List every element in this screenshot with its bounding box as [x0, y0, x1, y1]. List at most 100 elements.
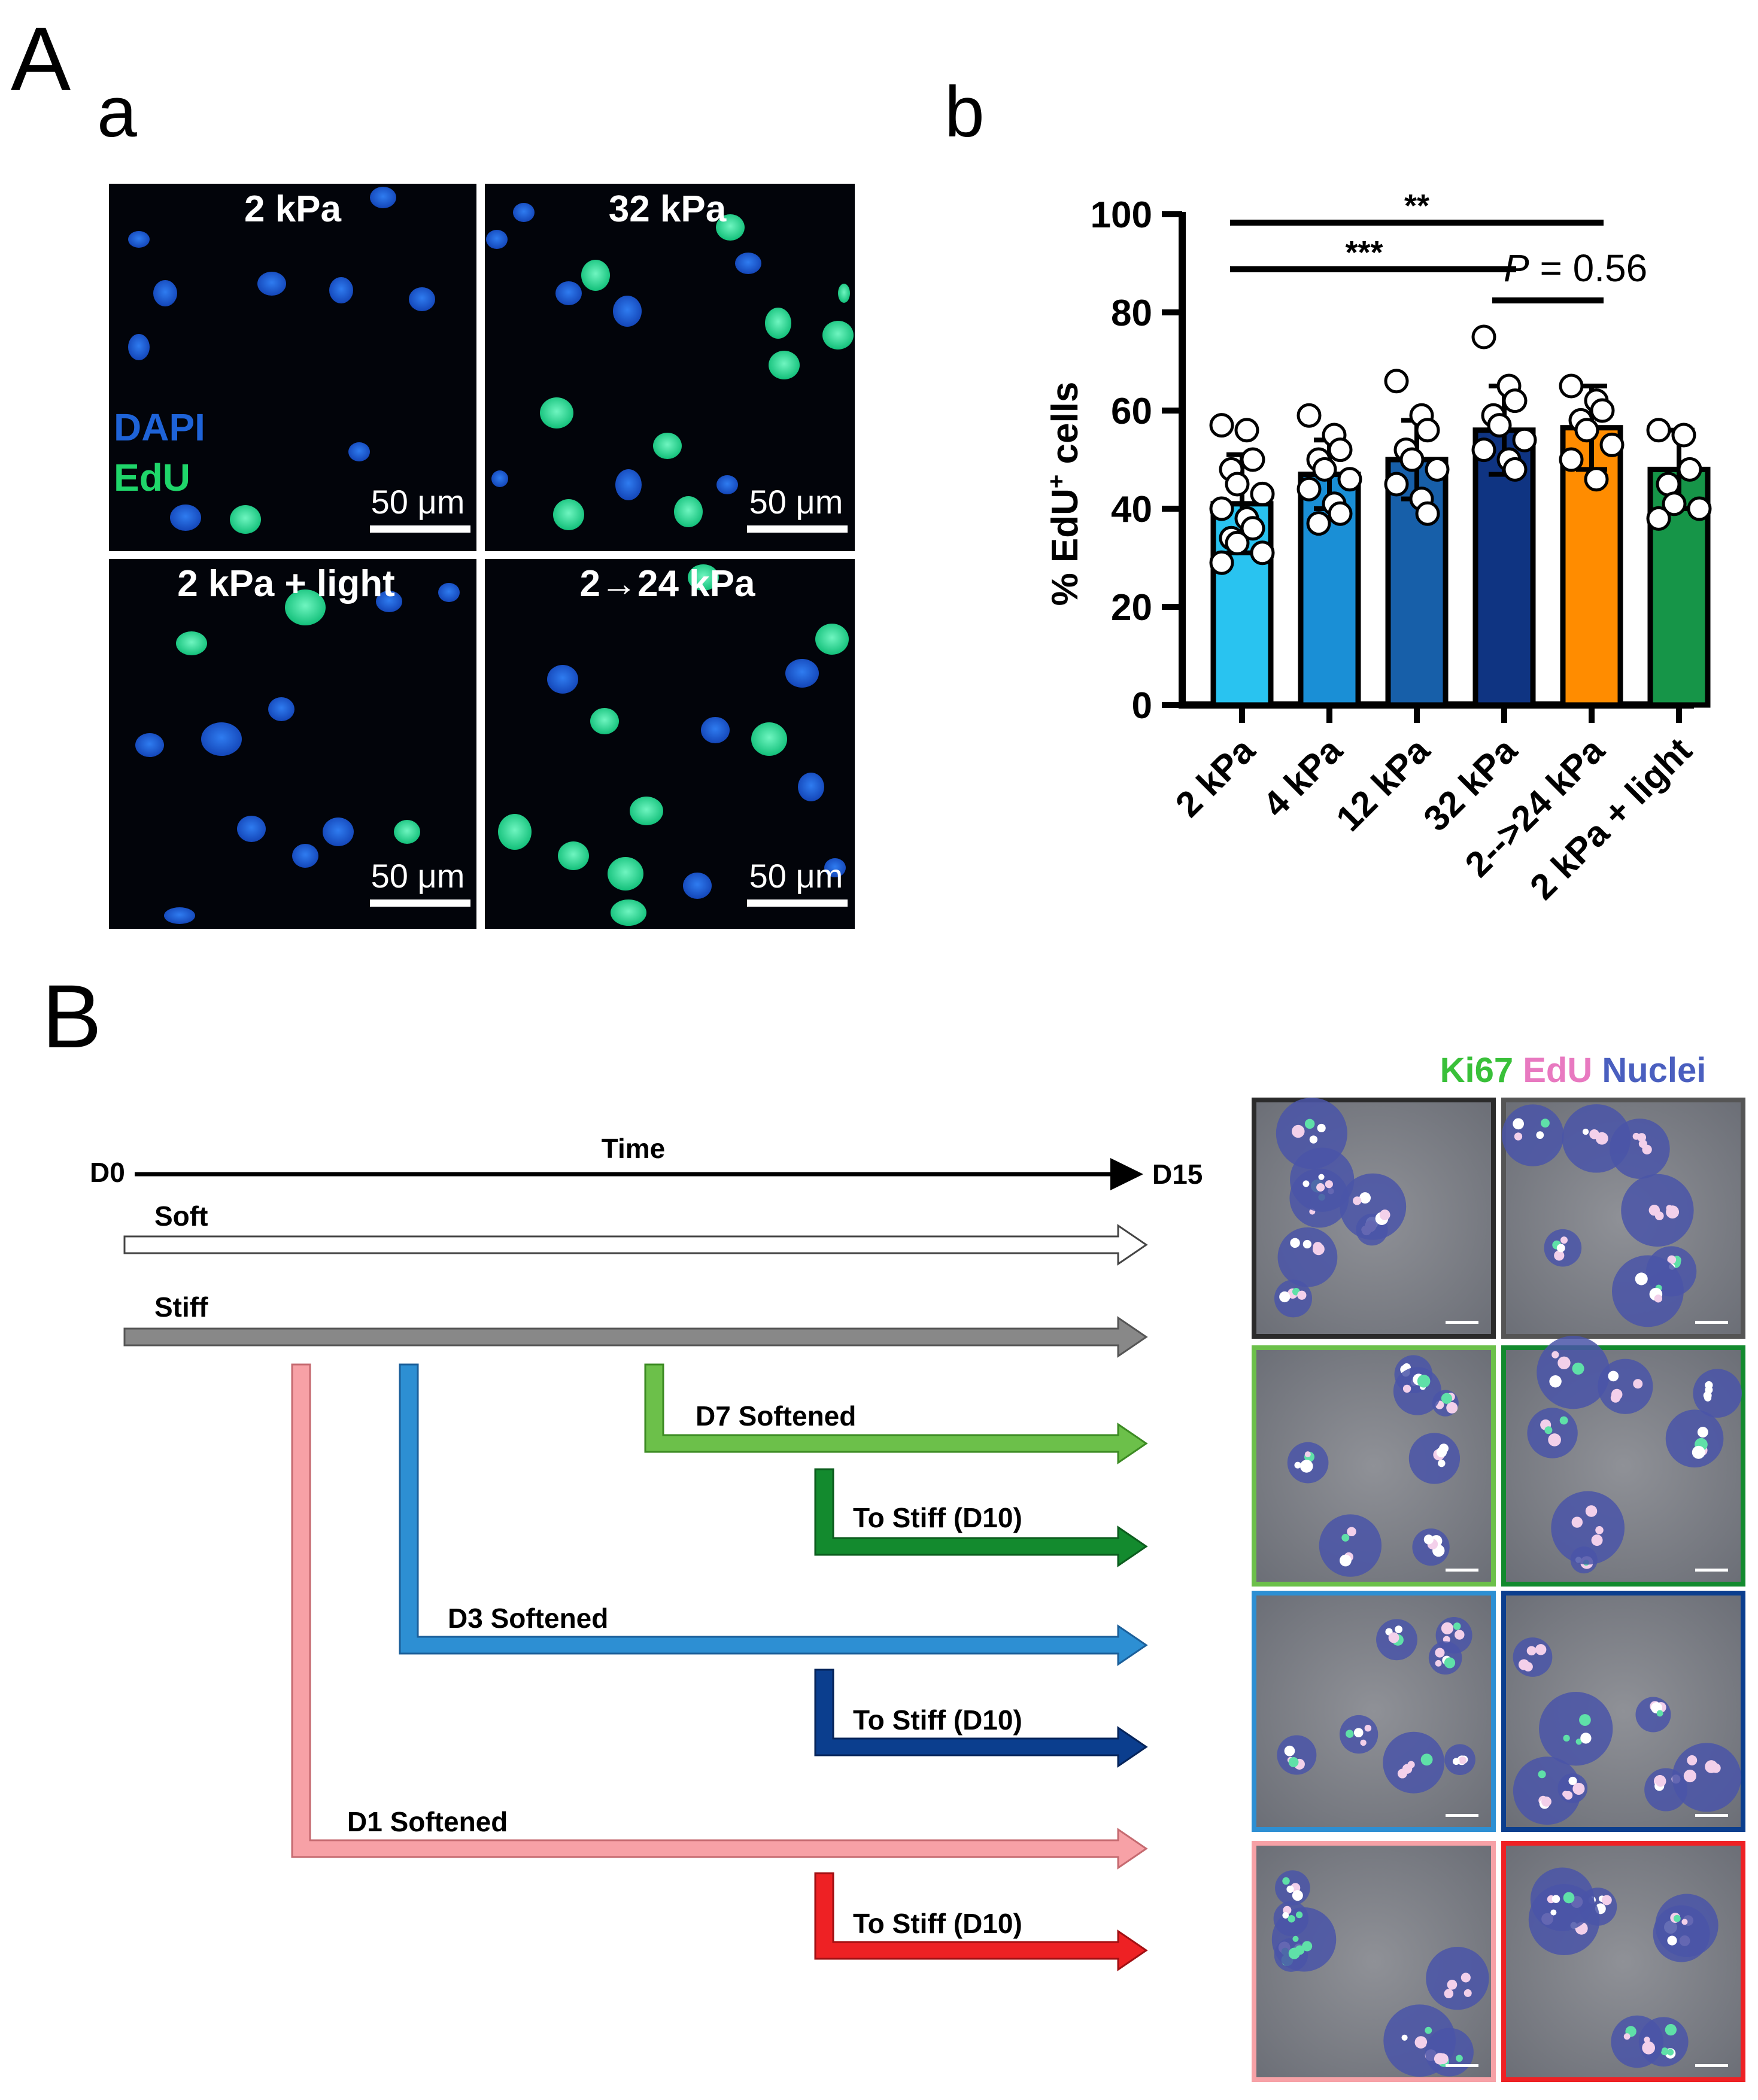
micrograph-title: 2 kPa + light: [177, 563, 395, 604]
edu-nucleus: [815, 624, 849, 655]
panel-label-a: a: [97, 72, 137, 152]
data-point: [1225, 530, 1250, 555]
arrow-label: To Stiff (D10): [853, 1704, 1022, 1736]
scale-bar: [747, 525, 848, 533]
spheroid-micrograph: [1501, 1841, 1745, 2082]
dapi-nucleus: [257, 272, 286, 296]
dapi-nucleus: [376, 591, 402, 612]
scale-bar: [370, 899, 470, 907]
data-point: [1584, 467, 1609, 492]
edu-nucleus: [498, 814, 532, 850]
x-tick-label: 12 kPa: [1328, 730, 1437, 838]
scale-bar-label: 50 μm: [749, 483, 843, 521]
edu-nucleus: [838, 284, 850, 303]
dapi-nucleus: [785, 659, 819, 688]
data-point: [1209, 496, 1234, 521]
legend-edu: EdU: [114, 456, 190, 499]
edu-nucleus: [716, 214, 745, 241]
data-point: [1234, 418, 1259, 443]
data-point: [1471, 437, 1496, 463]
time-axis-arrowhead: [1110, 1158, 1143, 1190]
micrograph-title: 2→24 kPa: [580, 563, 756, 604]
spheroid-micrograph: [1252, 1591, 1496, 1832]
data-point: [1240, 516, 1265, 541]
micrograph-title: 32 kPa: [609, 189, 727, 230]
arrow-label: Stiff: [154, 1291, 208, 1323]
dapi-nucleus: [486, 230, 508, 249]
arrow-d7-to-stiff: To Stiff (D10): [814, 1468, 1148, 1567]
dapi-nucleus: [513, 203, 535, 222]
dapi-nucleus: [701, 717, 730, 743]
timeline: D0 D15 Time Soft Stiff D7 Softened To St…: [90, 1133, 1203, 1971]
panel-label-B: B: [42, 966, 102, 1066]
data-point: [1209, 550, 1234, 575]
data-point: [1662, 491, 1687, 516]
scale-bar: [747, 899, 848, 907]
data-point: [1384, 369, 1409, 394]
arrow-d3-softened: D3 Softened: [399, 1363, 1148, 1666]
edu-nucleus: [608, 857, 643, 891]
dapi-nucleus: [128, 334, 150, 360]
data-point: [1415, 501, 1440, 526]
edu-nucleus: [765, 308, 791, 339]
dapi-nucleus: [135, 733, 164, 757]
significance-label: ***: [1345, 235, 1383, 271]
timeline-end: D15: [1152, 1159, 1203, 1190]
arrow-d3-to-stiff: To Stiff (D10): [814, 1669, 1148, 1768]
edu-nucleus: [688, 564, 719, 591]
scale-bar-label: 50 μm: [749, 857, 843, 895]
spheroid-micrograph: [1501, 1591, 1745, 1832]
data-point: [1328, 437, 1353, 463]
edu-nucleus: [285, 589, 326, 625]
edu-nucleus: [394, 820, 420, 844]
data-point: [1487, 413, 1512, 438]
data-point: [1687, 496, 1712, 521]
arrow-label: Soft: [154, 1201, 208, 1232]
edu-nucleus: [540, 397, 573, 428]
dapi-nucleus: [555, 281, 582, 305]
spheroid-micrograph: [1252, 1098, 1496, 1339]
arrow-soft: Soft: [123, 1201, 1148, 1266]
dapi-nucleus: [615, 469, 642, 500]
y-tick-label: 100: [1091, 194, 1152, 236]
data-point: [1471, 324, 1496, 350]
dapi-nucleus: [409, 287, 435, 311]
scale-bar: [1446, 2064, 1478, 2067]
data-point: [1425, 457, 1450, 482]
edu-nucleus: [751, 722, 787, 756]
micrograph-2kPa: 2 kPa DAPI EdU 50 μm: [109, 184, 476, 551]
micrograph-grid: 2 kPa DAPI EdU 50 μm 32 kPa 50 μm 2 kPa …: [108, 183, 856, 931]
x-tick-label: 2 kPa: [1168, 730, 1263, 825]
data-point: [1502, 457, 1528, 482]
scale-bar: [1446, 1321, 1478, 1324]
micrograph-grid-B: [1252, 1098, 1745, 2082]
panel-label-b: b: [945, 72, 985, 152]
y-tick-label: 80: [1111, 293, 1152, 334]
data-point: [1646, 506, 1671, 531]
data-point: [1312, 457, 1337, 482]
edu-nucleus: [653, 433, 682, 459]
edu-nucleus: [558, 841, 589, 870]
dapi-nucleus: [824, 858, 846, 877]
micrograph-legend-B: Ki67 EdU Nuclei: [1440, 1051, 1707, 1090]
data-point: [1590, 398, 1615, 423]
micrograph-2kPa-light: 2 kPa + light 50 μm: [109, 559, 476, 929]
dapi-nucleus: [292, 844, 318, 868]
micrograph-title: 2 kPa: [244, 189, 342, 230]
data-point: [1574, 418, 1599, 443]
dapi-nucleus: [683, 873, 712, 899]
edu-nucleus: [611, 899, 646, 926]
dapi-nucleus: [716, 475, 738, 494]
p-value-label: P = 0.56: [1504, 247, 1647, 290]
scale-bar: [1446, 1569, 1478, 1572]
edu-nucleus: [176, 631, 207, 655]
dapi-nucleus: [268, 697, 294, 721]
y-tick-label: 20: [1111, 587, 1152, 628]
data-point: [1337, 467, 1362, 492]
dapi-nucleus: [329, 277, 353, 303]
data-point: [1384, 472, 1409, 497]
data-point: [1671, 423, 1696, 448]
arrow-stiff: Stiff: [123, 1291, 1148, 1358]
